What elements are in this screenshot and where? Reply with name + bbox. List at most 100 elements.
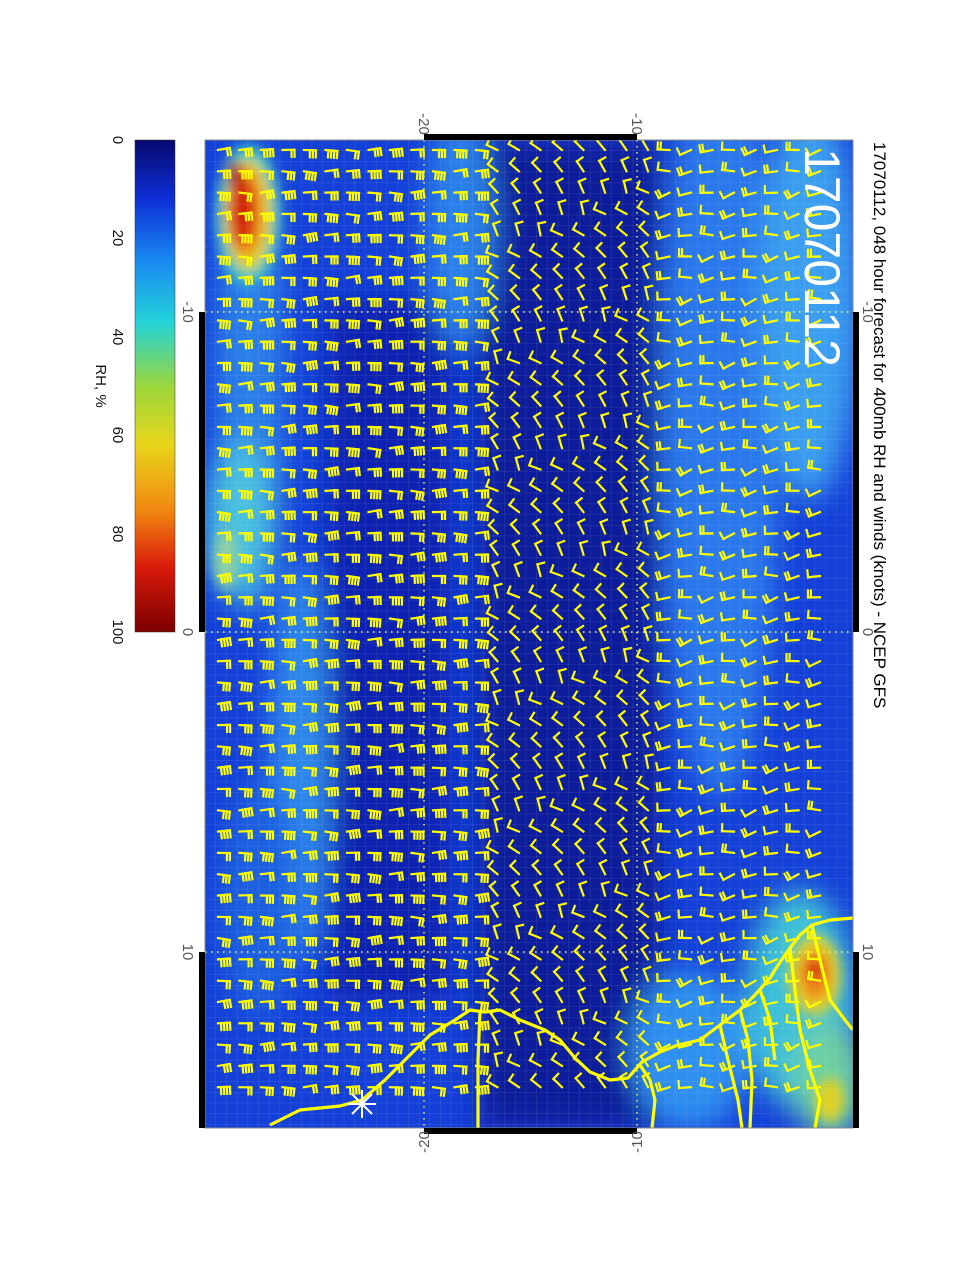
wind-barb-feather — [485, 768, 490, 778]
wind-barb-feather — [697, 975, 703, 986]
wind-barb-feather — [336, 296, 340, 307]
wind-barb-feather — [249, 554, 253, 565]
wind-barb — [763, 148, 779, 154]
wind-barb-feather — [535, 326, 546, 332]
wind-barb — [486, 396, 500, 408]
wind-barb-feather — [762, 144, 767, 154]
wind-barb-feather — [267, 916, 272, 927]
wind-barb-feather — [675, 467, 682, 477]
wind-barb-feather — [332, 149, 336, 159]
wind-barb-feather — [698, 675, 702, 685]
wind-barb-feather — [390, 979, 395, 990]
wind-barb-feather — [394, 852, 398, 862]
wind-barb-feather — [554, 986, 564, 994]
wind-barb — [742, 681, 757, 689]
wind-barb-feather — [314, 767, 318, 777]
wind-barb — [259, 999, 275, 1004]
wind-barb — [763, 830, 779, 836]
wind-barb — [640, 372, 650, 386]
wind-barb — [488, 543, 500, 557]
wind-barb-feather — [304, 170, 309, 180]
wind-barb-feather — [785, 161, 789, 172]
wind-barb-feather — [614, 776, 621, 786]
wind-barb-feather — [270, 789, 275, 799]
wind-barb — [635, 996, 650, 1004]
wind-barb-feather — [675, 167, 682, 177]
wind-barb — [552, 501, 564, 514]
wind-barb-feather — [807, 677, 814, 688]
wind-barb-feather — [329, 277, 333, 287]
axis-tick-labels: -20 -10 -20 -10 -10 0 10 -10 0 10 — [179, 113, 876, 1153]
wind-barb-feather — [483, 937, 487, 948]
wind-barb-feather — [311, 658, 316, 668]
wind-barb-feather — [354, 169, 358, 179]
wind-barb-feather — [616, 923, 624, 932]
wind-barb-feather — [742, 827, 749, 837]
wind-barb-feather — [806, 970, 811, 981]
wind-barb-feather — [785, 1013, 789, 1024]
wind-barb-feather — [416, 872, 420, 882]
wind-barb-feather — [354, 1021, 358, 1031]
wind-barb-feather — [376, 829, 380, 839]
wind-barb-feather — [357, 466, 361, 477]
wind-barb — [388, 361, 404, 366]
wind-barb-feather — [592, 903, 599, 914]
wind-barb-feather — [440, 254, 444, 264]
wind-barb-feather — [531, 518, 541, 526]
wind-barb-feather — [436, 298, 441, 309]
wind-barb-feather — [656, 870, 663, 880]
wind-barb-feather — [246, 682, 250, 692]
wind-barb — [677, 745, 693, 749]
wind-barb-feather — [764, 293, 770, 304]
wind-barb-feather — [808, 207, 813, 217]
wind-barb-feather — [354, 383, 358, 394]
wind-barb-feather — [393, 256, 398, 266]
wind-barb-feather — [437, 850, 442, 861]
wind-barb-feather — [240, 489, 244, 500]
wind-barb-feather — [419, 808, 423, 818]
wind-barb-feather — [311, 850, 316, 860]
wind-barb-feather — [655, 441, 659, 451]
wind-barb-feather — [293, 318, 297, 328]
wind-barb-feather — [678, 1018, 684, 1028]
wind-barb-feather — [480, 893, 485, 903]
wind-barb-feather — [399, 980, 404, 991]
wind-barb — [742, 1086, 757, 1090]
wind-barb — [622, 989, 628, 1004]
wind-barb-feather — [579, 433, 590, 438]
wind-barb-feather — [679, 547, 684, 558]
wind-barb-feather — [458, 341, 462, 351]
wind-barb-feather — [271, 381, 275, 392]
wind-barb-feather — [679, 1059, 684, 1069]
wind-barb-feather — [479, 639, 484, 649]
wind-barb — [677, 616, 693, 620]
wind-barb — [345, 530, 361, 535]
wind-barb — [763, 659, 779, 665]
wind-barb-feather — [442, 597, 447, 607]
wind-barb-feather — [507, 731, 516, 741]
wind-barb-feather — [270, 555, 275, 565]
wind-barb-feather — [550, 817, 558, 827]
wind-barb — [763, 913, 779, 919]
wind-barb-feather — [422, 615, 426, 625]
wind-barb-feather — [416, 680, 420, 690]
wind-barb-feather — [458, 767, 462, 777]
wind-barb-feather — [434, 681, 438, 691]
wind-barb-feather — [437, 978, 442, 989]
wind-barb — [259, 1064, 275, 1068]
wind-barb-feather — [397, 445, 402, 456]
wind-barb-feather — [267, 426, 272, 437]
wind-barb-feather — [552, 731, 561, 740]
wind-barb-feather — [293, 977, 297, 988]
wind-barb-feather — [486, 1084, 490, 1095]
wind-barb-feather — [598, 624, 608, 631]
wind-barb-feather — [528, 477, 536, 487]
wind-barb — [807, 1043, 822, 1050]
wind-barb-feather — [761, 785, 768, 795]
wind-barb-feather — [228, 256, 232, 266]
wind-barb — [549, 462, 564, 471]
wind-barb-feather — [247, 807, 251, 817]
wind-barb-feather — [415, 234, 419, 244]
wind-barb-feather — [485, 264, 493, 274]
wind-barb-feather — [357, 169, 361, 179]
